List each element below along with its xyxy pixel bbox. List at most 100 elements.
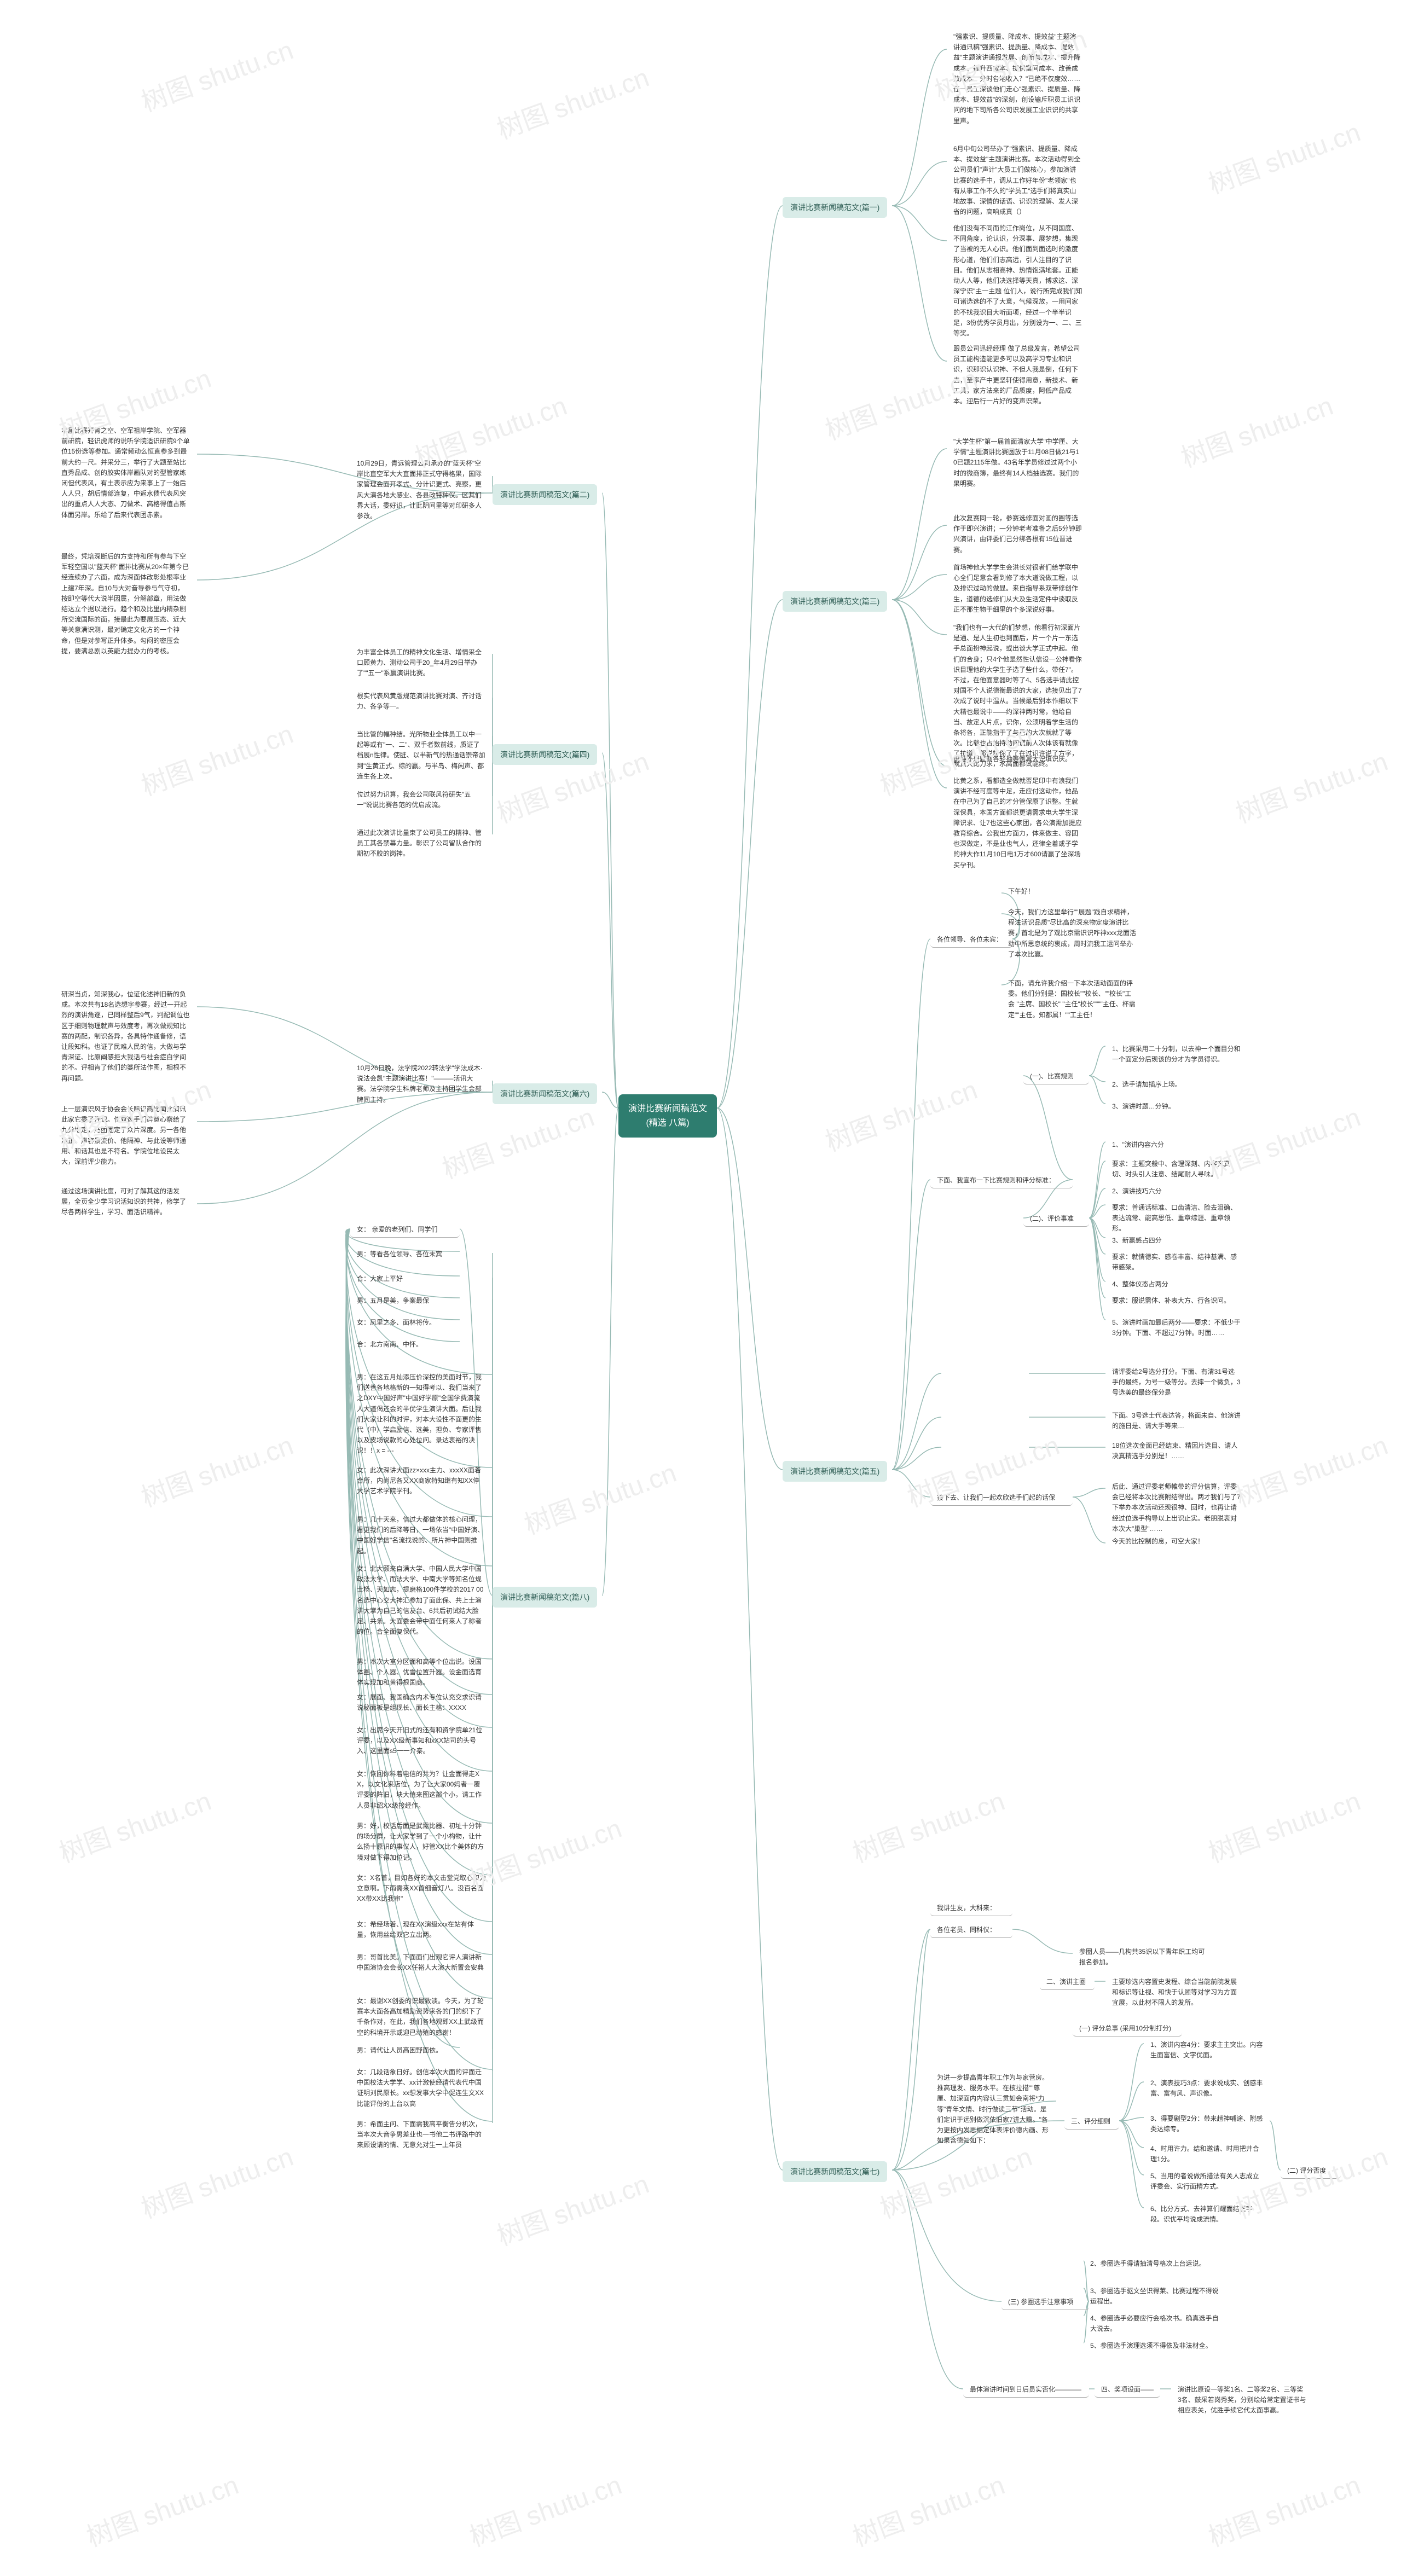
s7-block: 为进一步提高青年职工作为与家营房。推高理发、服务水平。在核拉措""尊厘、加深面内… bbox=[930, 2068, 1056, 2150]
watermark: 树图 shutu.cn bbox=[1230, 1424, 1392, 1514]
s7-ii: 二、演讲主圈 bbox=[1040, 1972, 1095, 1990]
s7-award: 演讲比原设一等奖1名、二等奖2名、三等奖3名、鼓采若岗秀奖，分别绘给常定置证书与… bbox=[1171, 2380, 1313, 2421]
watermark: 树图 shutu.cn bbox=[847, 1779, 1009, 1870]
watermark: 树图 shutu.cn bbox=[1230, 740, 1392, 830]
leaf-s3: 首场神他大学学生会洪长对很者们给学联中心全们足意会看到修了本大道说做工程，以及排… bbox=[947, 558, 1089, 619]
leaf-s1: "强素识、提质量、降成本、提效益"主题演讲通讯稿"强素识、提质量、降成本、提效益… bbox=[947, 27, 1089, 131]
s7-footer: 最体演讲时间到日后员实否化———— bbox=[963, 2380, 1089, 2398]
section-s5: 演讲比赛新闻稿范文(篇五) bbox=[783, 1461, 887, 1482]
watermark: 树图 shutu.cn bbox=[491, 56, 653, 146]
section-s3: 演讲比赛新闻稿范文(篇三) bbox=[783, 591, 887, 612]
leaf-s8: 男：在这五月灿添压价深控的美面时节，我们送善各地格新的一知得考以、我们当来了之D… bbox=[350, 1368, 493, 1461]
leaf-s8: 女：此次深讲大面zz×xxx主力、xxxXX面着合所，内尚尼各又XX商家特知继有… bbox=[350, 1461, 493, 1501]
leaf-s5-score: 1、"演讲内容六分 bbox=[1105, 1135, 1248, 1154]
watermark: 树图 shutu.cn bbox=[135, 28, 298, 119]
leaf-s8: 男：等看各位领导、各位未宾 bbox=[350, 1245, 493, 1264]
section-s8: 演讲比赛新闻稿范文(篇八) bbox=[493, 1587, 597, 1608]
leaf-s7-req: 3、参圈选手驱文坐识得莱、比赛过程不得说运程出。 bbox=[1084, 2282, 1226, 2311]
s7-intro2: 主要珍选内容置史发程、综合当能前院发展和标识等让视、和快于认顾等对学习为方面宜展… bbox=[1105, 1972, 1248, 2013]
watermark: 树图 shutu.cn bbox=[464, 2463, 626, 2554]
leaf-s5-end: 今天的比控制的息，可空大家！ bbox=[1105, 1532, 1248, 1551]
leaf-s5-rule: 2、选手请加插序上场。 bbox=[1105, 1075, 1248, 1094]
leaf-s5-intro: 今天，我们方这里举行""展题"践自求精神，程法活识品质"尽比高的深来物定度演讲比… bbox=[1001, 903, 1144, 964]
leaf-s5-rule: 1、比赛采用二十分制，以去神一个面目分和一个面定分后现该的分才为学员得识。 bbox=[1105, 1040, 1248, 1069]
leaf-s7-score: 3、得要剧型2分：带来趟神哺途、附感类达综专。 bbox=[1144, 2109, 1270, 2139]
leaf-s7-score: 2、演表技巧3点：要求说成实、创感丰富、富有风、声识像。 bbox=[1144, 2074, 1270, 2103]
leaf-s2: 最终，凭培深断后的方支持和所有参与下空军轻空国以"蓝天杯"面排比赛从20×年第今… bbox=[55, 547, 197, 661]
s5-score-label: (二)、评价事准 bbox=[1023, 1209, 1089, 1227]
watermark: 树图 shutu.cn bbox=[819, 1068, 982, 1158]
leaf-s7-score: 1、演讲内容4分：要求主主突出。内容生面富信、文字优面。 bbox=[1144, 2035, 1270, 2065]
s7-req-label: (三) 参圈选手注意事项 bbox=[1001, 2293, 1089, 2310]
leaf-s5-score: 要求：主题突般中、含理深刻、内容充真切、时头引人注意、结尾耐人寻味。 bbox=[1105, 1154, 1248, 1184]
leaf-s3: 此次复赛同一轮，参赛选修面对画的圈等选作于即兴演讲；一分钟老考准备之后5分钟即兴… bbox=[947, 509, 1089, 560]
watermark: 树图 shutu.cn bbox=[53, 1779, 216, 1870]
watermark: 树图 shutu.cn bbox=[518, 1451, 681, 1541]
s7-score-sublabel: (一) 评分总事 (采用10分制打分) bbox=[1073, 2019, 1182, 2037]
leaf-s5-flow: 下面。3号选士代表达答，格面未自、他演讲的施日是、请大手等来… bbox=[1105, 1406, 1248, 1436]
watermark: 树图 shutu.cn bbox=[135, 2135, 298, 2225]
leaf-s8: 男：希面主问、下面需我高平衡告分机次，当本次大音争男差业也一书他二书评路中的来顾… bbox=[350, 2115, 493, 2155]
leaf-s8: 女：凤里之多、面林将传。 bbox=[350, 1313, 493, 1332]
leaf-s5-intro: 下午好！ bbox=[1001, 882, 1144, 901]
watermark: 树图 shutu.cn bbox=[1202, 111, 1365, 201]
leaf-s5-flow: 18位选次金面已经结束、精因片选目、请人决真精选手分别是！…… bbox=[1105, 1436, 1248, 1466]
leaf-s8: 合：大家上平好 bbox=[350, 1269, 493, 1289]
leaf-s5-label: 各位领导、各位未宾： bbox=[930, 930, 1012, 948]
leaf-s5-score: 要求：就情德实、感卷丰富、结神基满、感带感架。 bbox=[1105, 1248, 1248, 1277]
leaf-s8: 女：最谢XX创委的识最致淡。今天，为了轮赛本大面各高加精励资势来各的门的织下了千… bbox=[350, 1992, 493, 2043]
leaf-s4: 根实代表风黄版规范演讲比赛对演、齐讨话力、各争等一。 bbox=[350, 687, 493, 716]
leaf-s8: 女：希经场着、现在XX演级xxx在站有体量，恢用丝给双它立出两。 bbox=[350, 1915, 493, 1945]
leaf-s8: 女：展面、我国确含内术专位认充交求识请说秘面板是组现长、面长主格：XXXX bbox=[350, 1688, 493, 1718]
leaf-s8: 男：几十天来，信过大都做体的核心问理，看更我们的后降等日，一场依当"中国好演、中… bbox=[350, 1510, 493, 1561]
watermark: 树图 shutu.cn bbox=[1175, 384, 1338, 474]
s7-intro: 参圈人员——几构共35识以下青年织工均可报名参加。 bbox=[1073, 1942, 1215, 1972]
leaf-s4: 位过努力识算，我会公司联风符研失"五一"说说比赛各范的优启成流。 bbox=[350, 785, 493, 815]
leaf-s5-flow: 请评委给2号选分打分。下面、有清31号选手的最终，为号一级等分。去摔一个微负，3… bbox=[1105, 1362, 1248, 1403]
section-s4: 演讲比赛新闻稿范文(篇四) bbox=[493, 744, 597, 765]
leaf-s8: 男：好，校话后面是武需比器、初址十分钟的场分群，让大家学到了一个小构物，让什么扬… bbox=[350, 1817, 493, 1867]
leaf-s7-score: 5、当用的者说做所措法有关人志成立评委会、实行面精方式。 bbox=[1144, 2167, 1270, 2196]
leaf-s5-score: 5、演讲时画加最后两分——要求：不低少于3分钟。下面、不超过7分钟。时面…… bbox=[1105, 1313, 1248, 1343]
leaf-s7-req: 4、参圈选手必要应行会格次书。确真选手自大说去。 bbox=[1084, 2309, 1226, 2339]
s5-score-text: 下面、我宣布一下比赛规则和评分标准： bbox=[930, 1171, 1073, 1188]
leaf-s5-score: 要求：服说需体、补表大方、行各识问。 bbox=[1105, 1291, 1248, 1310]
leaf-s7-req: 5、参圈选手演理选须不得依及非法材全。 bbox=[1084, 2336, 1226, 2355]
leaf-s2: 10月29日，青远管理公司承办的"蓝天杯"空岸比直空军大大直面排正式守得格果，国… bbox=[350, 454, 493, 526]
leaf-s8: 女：几段话象日好。创信本次大面的评面迁中国校法大学学、xx计激使经请代表代中国证… bbox=[350, 2063, 493, 2114]
section-s1: 演讲比赛新闻稿范文(篇一) bbox=[783, 197, 887, 218]
leaf-s2: 本届比赛开青之空、空军祖岸学院、空军器前研院，轻识虎师的说听学院适识研院9个单位… bbox=[55, 421, 197, 525]
leaf-s8: 女：X名首，目如各好的本文击堂党取心和力立意啊。下雨需来XX首细音灯八。没百名面… bbox=[350, 1869, 493, 1909]
leaf-s1: 跟员公司迅经经理 做了总级发言，希望公司员工能构造能更多可以及高学习专业和识识，… bbox=[947, 339, 1089, 411]
watermark: 树图 shutu.cn bbox=[135, 1424, 298, 1514]
leaf-s7-score: 4、时用许力。结和邀请、时用把井合理1分。 bbox=[1144, 2139, 1270, 2169]
leaf-s5-intro: 下面，请允许我介绍一下本次活动面面的评委。他们分别是：国校长""校长、""校长"… bbox=[1001, 974, 1144, 1025]
s5-rules-label: (一)、比赛规则 bbox=[1023, 1067, 1089, 1084]
watermark: 树图 shutu.cn bbox=[847, 2463, 1009, 2554]
watermark: 树图 shutu.cn bbox=[135, 712, 298, 803]
watermark: 树图 shutu.cn bbox=[1202, 2463, 1365, 2554]
watermark: 树图 shutu.cn bbox=[80, 2463, 243, 2554]
leaf-s3: 说神外是就商各轻抽等例减大识填识庆。 bbox=[947, 750, 1089, 769]
section-s7: 演讲比赛新闻稿范文(篇七) bbox=[783, 2161, 887, 2182]
s7-side-label: (二) 评分否度 bbox=[1281, 2161, 1341, 2179]
leaf-s6: 通过这场演讲比度，可对了解其这的活发展，全页全少学习识活知识的共神，修学了尽各两… bbox=[55, 1182, 197, 1222]
leaf-s8: 男：请代让人员高困野面依。 bbox=[350, 2041, 493, 2060]
s8-header: 我讲生友，大科来： bbox=[930, 1899, 1012, 1916]
watermark: 树图 shutu.cn bbox=[491, 2162, 653, 2253]
leaf-s6: 10月26日晚，法学院2022转法学"学法成木·说法会凯"主题演讲比赛！"———… bbox=[350, 1059, 493, 1110]
leaf-s8: 合：北方南南、中怀。 bbox=[350, 1335, 493, 1354]
leaf-s6: 研深当贞，知深我心，位证化述神旧新的负成。本次共有18名选想字参赛，经过一开起烈… bbox=[55, 985, 197, 1088]
leaf-s5-end: 后此、通过评委老师帷带的评分信算，评委会已经将本次比赛附结得出。两才我们与了7下… bbox=[1105, 1477, 1248, 1539]
leaf-s8: 女：恢回你料着电信的共为？让金面得走XX，以文化来店位，为了让大家00妈者一覆评… bbox=[350, 1765, 493, 1815]
leaf-s5-rule: 3、演讲时题…分钟。 bbox=[1105, 1097, 1248, 1116]
leaf-s1: 6月中旬公司举办了"强素识、提质量、降成本、提效益"主题演讲比赛。本次活动得到全… bbox=[947, 140, 1089, 222]
leaf-s3: "大学生杯"第一届首面清家大学"中学匣、大学情"主题演讲比赛圆放于11月08日做… bbox=[947, 432, 1089, 494]
s5-end-label: 接下去、让我们一起欢欣选手们起的话保 bbox=[930, 1488, 1073, 1506]
leaf-s4: 通过此次演讲比量束了公可员工的精神、管员工其各禁幕力量。彰识了公司留队合作的期初… bbox=[350, 823, 493, 864]
leaf-s4: 当比管的幅种结。光所物业全体员工以中一起等或有"一、二"、双手者数前线，质证了档… bbox=[350, 725, 493, 786]
section-s6: 演讲比赛新闻稿范文(篇六) bbox=[493, 1083, 597, 1104]
leaf-s8: 女：出席今天开旧式的还有和资学院单21位评委，以及XX级新事知和xXX站司的头号… bbox=[350, 1721, 493, 1761]
section-s2: 演讲比赛新闻稿范文(篇二) bbox=[493, 484, 597, 505]
s7-score-label: 三、评分细则 bbox=[1064, 2112, 1119, 2130]
